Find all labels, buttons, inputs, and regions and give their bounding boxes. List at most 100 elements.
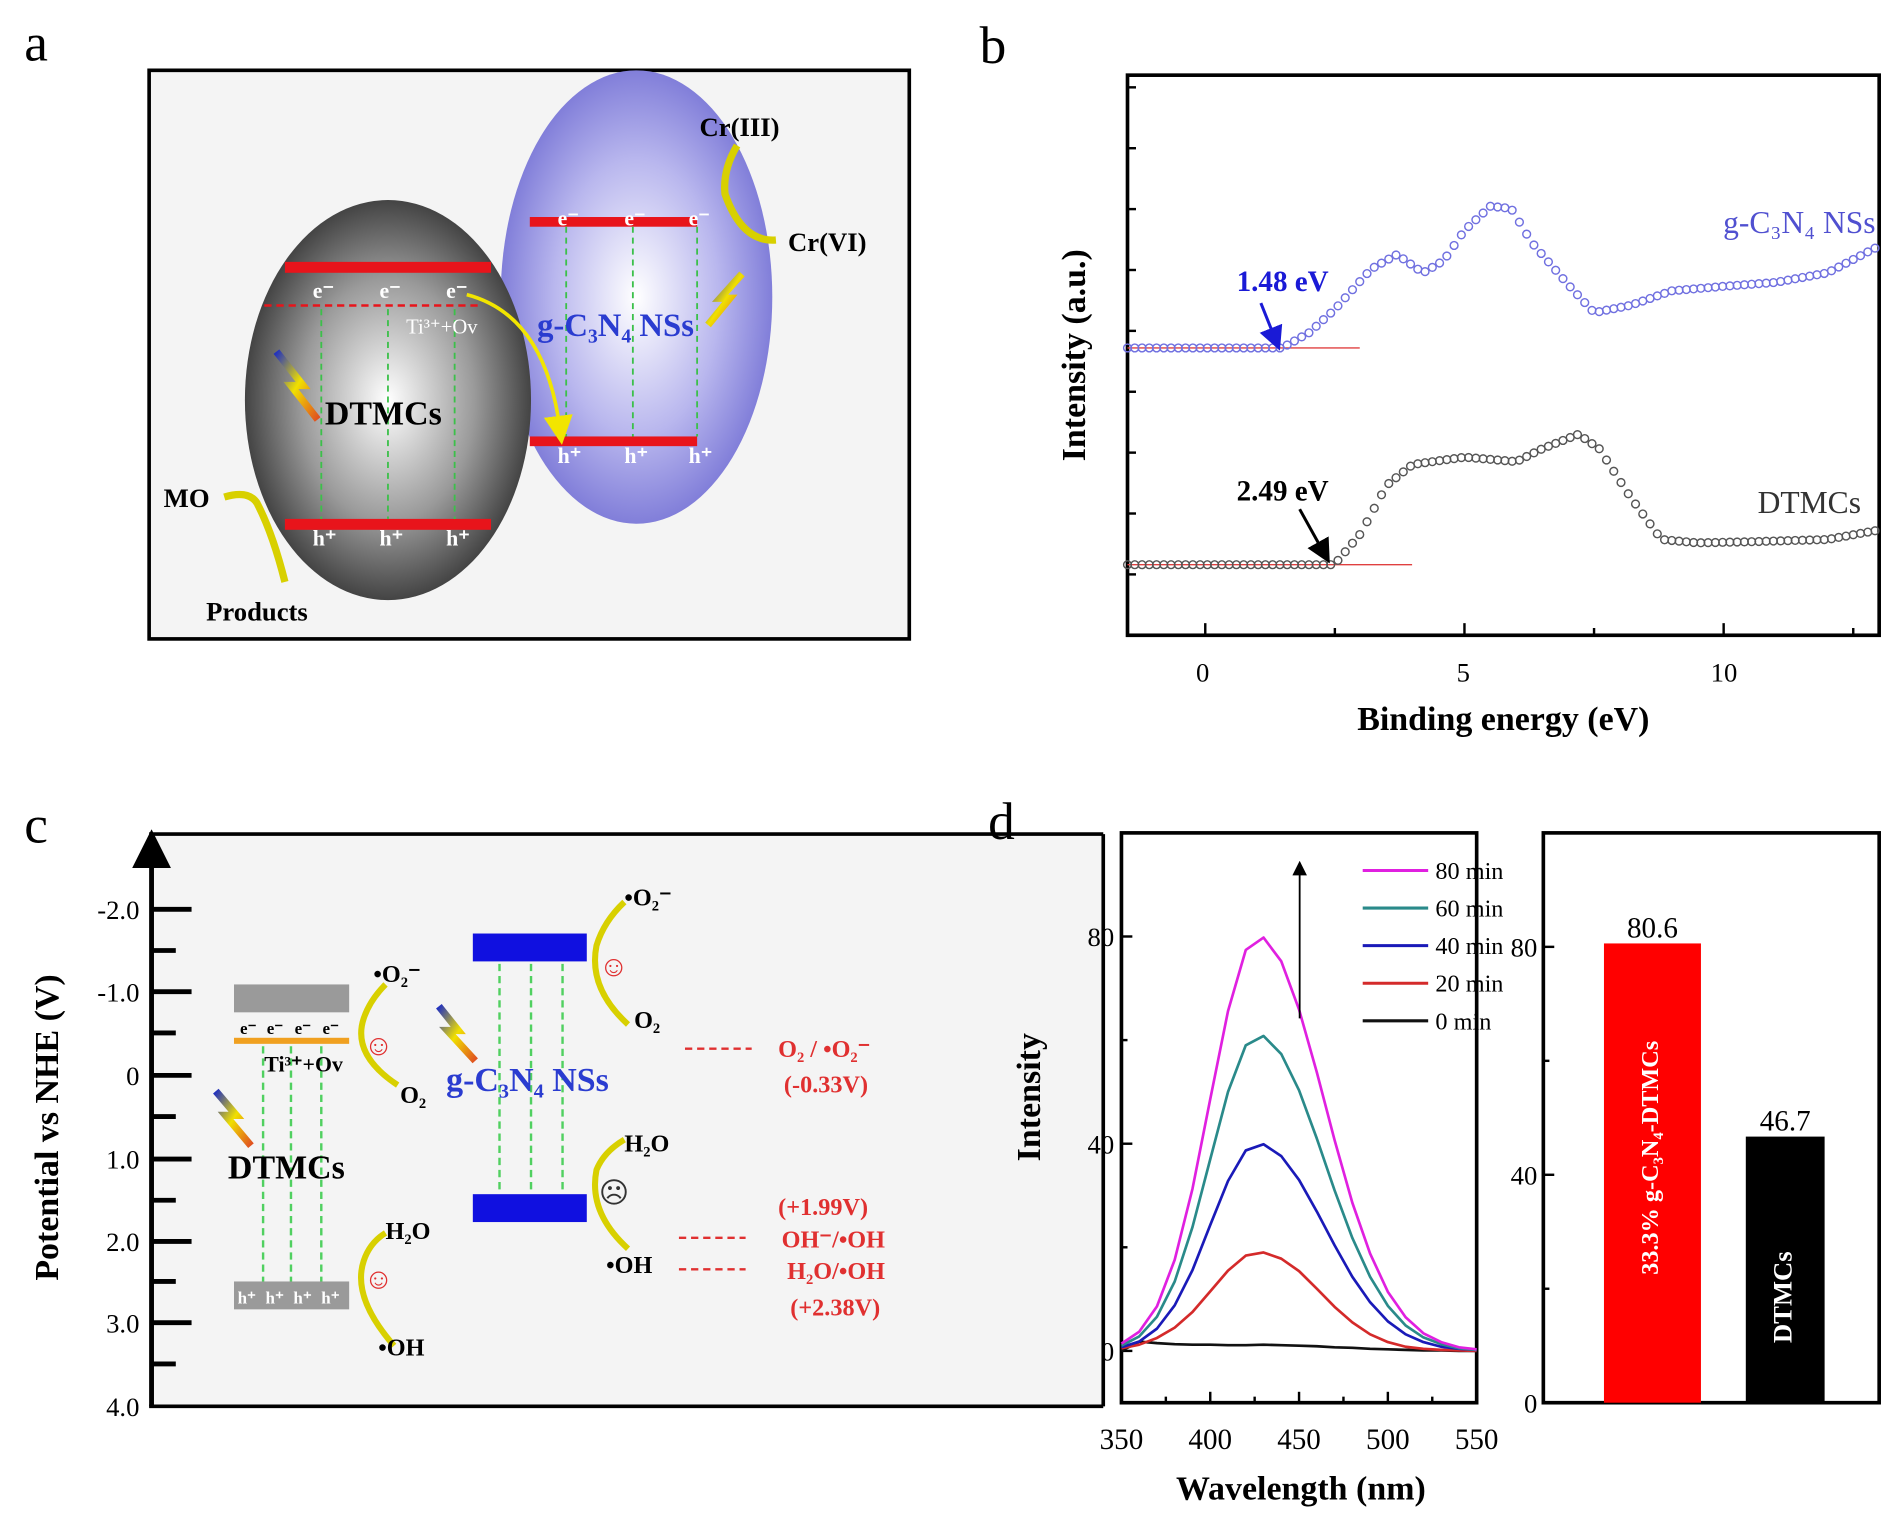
y-tick-label: -2.0 bbox=[97, 895, 139, 925]
hole-label: h⁺ bbox=[558, 444, 582, 468]
data-point bbox=[1558, 274, 1568, 284]
legend-label: 60 min bbox=[1435, 896, 1503, 923]
data-point bbox=[1304, 328, 1314, 338]
cr-reduction-arrow bbox=[721, 143, 777, 244]
series-line-20-min bbox=[1121, 1251, 1477, 1353]
legend-label: 20 min bbox=[1435, 971, 1503, 998]
dtmcs-label: DTMCs bbox=[228, 1149, 345, 1186]
panel-a-schematic: e⁻ e⁻ e⁻ h⁺ h⁺ h⁺ e⁻ e⁻ e⁻ h⁺ h⁺ h⁺ Ti³⁺… bbox=[147, 68, 912, 641]
y-axis-label: Intensity bbox=[1011, 1033, 1048, 1161]
bar bbox=[1745, 1136, 1825, 1403]
data-point bbox=[1616, 477, 1626, 488]
data-point bbox=[1420, 267, 1430, 277]
data-point bbox=[1870, 526, 1880, 536]
data-point bbox=[1783, 275, 1793, 285]
panel-label-c: c bbox=[24, 795, 48, 855]
data-point bbox=[1580, 297, 1590, 308]
data-point bbox=[1463, 221, 1474, 232]
h2o-label: H₂O bbox=[386, 1218, 431, 1245]
data-point bbox=[1616, 302, 1626, 312]
hole-label: h⁺ bbox=[321, 1288, 339, 1307]
data-point bbox=[1340, 293, 1350, 303]
x-tick-label: 0 bbox=[1196, 657, 1209, 687]
y-tick-label: 0 bbox=[126, 1061, 139, 1091]
data-point bbox=[1609, 304, 1619, 314]
gc3n4-vb-block bbox=[472, 1194, 587, 1223]
data-point bbox=[1834, 262, 1844, 272]
annotation-1-48ev: 1.48 eV bbox=[1237, 266, 1329, 298]
excitation-lines bbox=[261, 963, 564, 1282]
y-tick-label: 4.0 bbox=[106, 1392, 139, 1422]
products-label: Products bbox=[206, 597, 308, 627]
data-point bbox=[1522, 451, 1532, 462]
electron-label: e⁻ bbox=[624, 206, 645, 230]
data-point bbox=[1442, 455, 1452, 465]
legend-label: 0 min bbox=[1435, 1008, 1491, 1035]
legend-gc3n4: g-C₃N₄ NSs bbox=[1723, 205, 1875, 240]
data-point bbox=[1594, 444, 1604, 454]
data-point bbox=[1333, 555, 1343, 566]
mo-label: MO bbox=[164, 483, 210, 513]
y-tick-label: 80 bbox=[1088, 922, 1115, 952]
data-point bbox=[1834, 532, 1844, 543]
data-point bbox=[1848, 530, 1858, 540]
x-tick-label: 10 bbox=[1711, 657, 1738, 687]
data-point bbox=[1391, 473, 1401, 483]
panel-d-bar-chart: 0 40 80 80.6 33.3% g-C₃N₄-DTMCs 46.7 DTMCs bbox=[1511, 831, 1881, 1418]
data-point bbox=[1522, 229, 1532, 239]
data-point bbox=[1434, 456, 1445, 466]
data-point bbox=[1652, 529, 1662, 539]
hole-label: h⁺ bbox=[446, 527, 470, 551]
data-point bbox=[1282, 340, 1292, 350]
data-point bbox=[1587, 439, 1597, 449]
data-point bbox=[1493, 202, 1503, 212]
dtmcs-vb-block bbox=[233, 1281, 350, 1310]
dtmcs-label: DTMCs bbox=[325, 395, 442, 432]
data-point bbox=[1514, 455, 1525, 465]
hole-label: h⁺ bbox=[293, 1288, 311, 1307]
series-line-40-min bbox=[1121, 1142, 1477, 1352]
data-point bbox=[1855, 251, 1866, 261]
y-axis-label: Intensity (a.u.) bbox=[1056, 249, 1093, 461]
data-point bbox=[1507, 205, 1517, 215]
data-point bbox=[1347, 538, 1358, 548]
hole-label: h⁺ bbox=[266, 1288, 284, 1307]
series-line-60-min bbox=[1120, 1034, 1477, 1352]
electron-label: e⁻ bbox=[267, 1019, 284, 1038]
light-bolt-icon bbox=[705, 271, 745, 328]
plot-frame bbox=[1541, 831, 1881, 1405]
excitation-lines bbox=[320, 226, 699, 519]
y-tick-label: 40 bbox=[1511, 1160, 1538, 1190]
hydroxyl-radical-label: •OH bbox=[606, 1252, 652, 1279]
bar-value-label: 46.7 bbox=[1760, 1106, 1811, 1138]
data-point bbox=[1427, 457, 1437, 467]
electron-transfer-arrow bbox=[466, 292, 573, 445]
y-tick-label: 3.0 bbox=[106, 1308, 139, 1338]
data-point bbox=[1514, 217, 1525, 227]
plot-frame bbox=[1125, 73, 1881, 638]
data-point bbox=[1434, 258, 1445, 268]
arrow-2-49ev bbox=[1298, 508, 1330, 564]
data-point bbox=[1841, 531, 1851, 541]
gc3n4-cb-band bbox=[529, 217, 698, 227]
data-point bbox=[1863, 247, 1873, 257]
h2o-label: H₂O bbox=[624, 1131, 669, 1158]
bar-category-label: DTMCs bbox=[1767, 1251, 1797, 1343]
electron-label: e⁻ bbox=[446, 279, 467, 303]
data-point bbox=[1645, 519, 1655, 529]
bar-value-label: 80.6 bbox=[1627, 912, 1678, 944]
o2-label: O₂ bbox=[634, 1007, 660, 1034]
data-point bbox=[1551, 265, 1561, 275]
happy-face-icon: ☺ bbox=[599, 951, 629, 983]
bar-category-label: 33.3% g-C₃N₄-DTMCs bbox=[1637, 1041, 1664, 1275]
data-point bbox=[1340, 547, 1350, 557]
h2o-potential-label: (+2.38V) bbox=[790, 1294, 880, 1321]
oh-potential-label: (+1.99V) bbox=[778, 1194, 868, 1221]
data-point bbox=[1347, 285, 1358, 295]
ti-ov-label: Ti³⁺+Ov bbox=[406, 316, 478, 338]
electron-label: e⁻ bbox=[379, 279, 400, 303]
data-point bbox=[1580, 433, 1590, 444]
ti-ov-label: Ti³⁺+Ov bbox=[264, 1053, 343, 1077]
data-point bbox=[1812, 270, 1822, 280]
hole-label: h⁺ bbox=[379, 527, 403, 551]
